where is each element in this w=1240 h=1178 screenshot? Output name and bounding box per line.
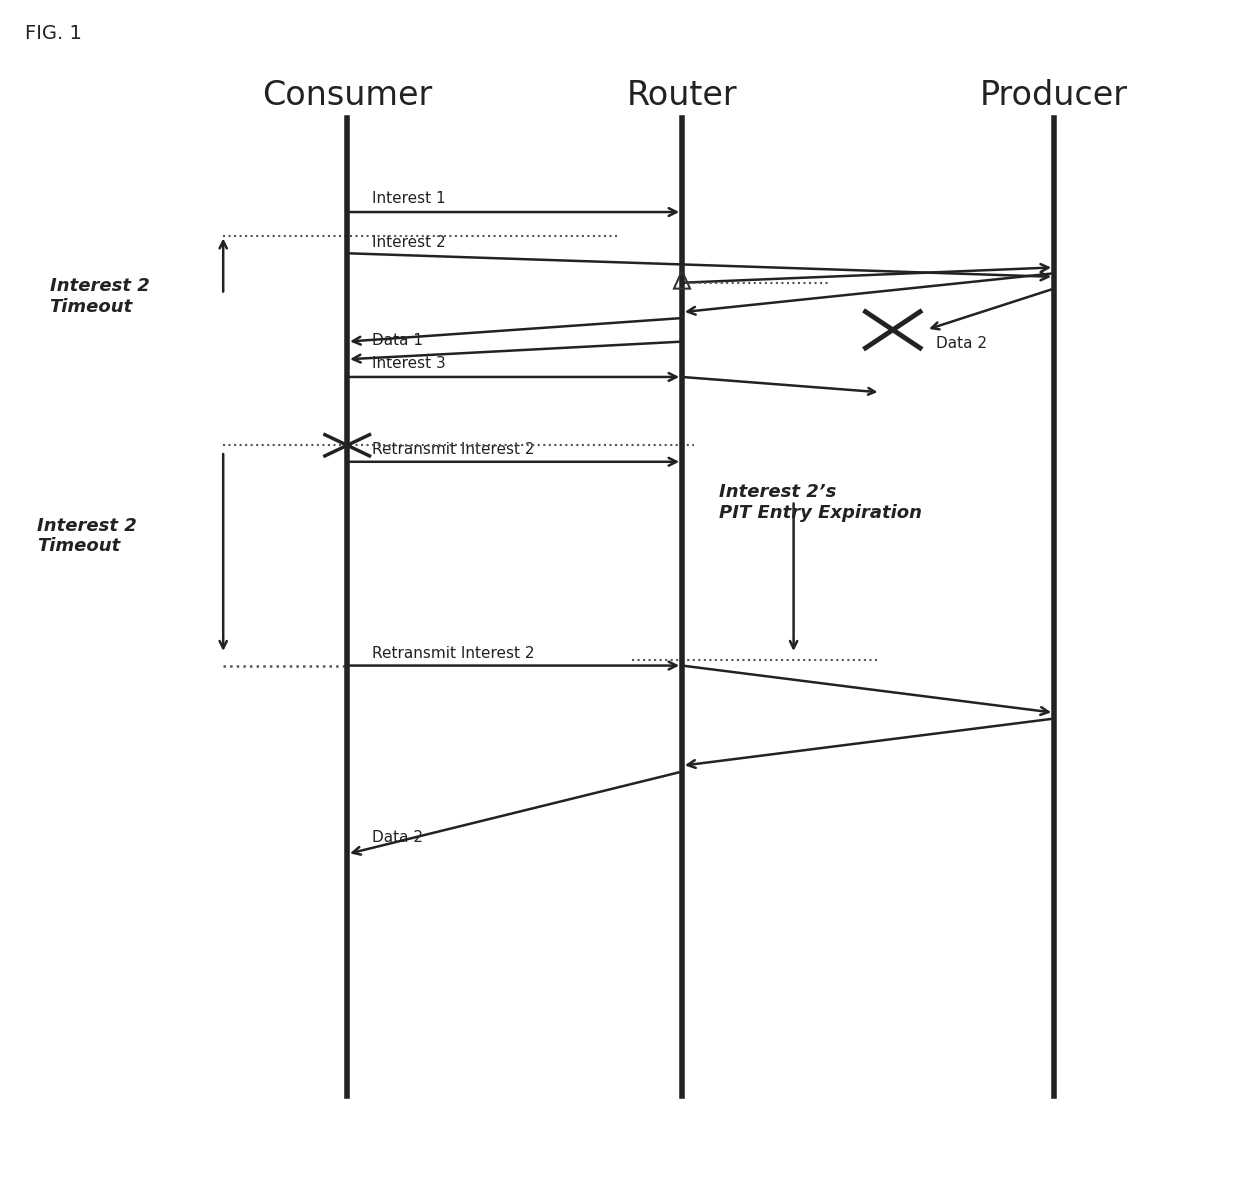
Text: Interest 2
Timeout: Interest 2 Timeout — [37, 517, 136, 555]
Text: Data 2: Data 2 — [936, 336, 987, 351]
Text: Interest 3: Interest 3 — [372, 356, 445, 371]
Text: Consumer: Consumer — [262, 79, 433, 112]
Text: Retransmit Interest 2: Retransmit Interest 2 — [372, 442, 534, 457]
Text: Data 1: Data 1 — [372, 332, 423, 348]
Text: Interest 2’s
PIT Entry Expiration: Interest 2’s PIT Entry Expiration — [719, 483, 923, 522]
Text: Router: Router — [626, 79, 738, 112]
Text: Interest 1: Interest 1 — [372, 191, 445, 206]
Text: Interest 2: Interest 2 — [372, 234, 445, 250]
Text: Producer: Producer — [980, 79, 1128, 112]
Text: Retransmit Interest 2: Retransmit Interest 2 — [372, 646, 534, 661]
Text: Interest 2
Timeout: Interest 2 Timeout — [50, 278, 149, 316]
Text: Data 2: Data 2 — [372, 829, 423, 845]
Text: FIG. 1: FIG. 1 — [25, 24, 82, 42]
